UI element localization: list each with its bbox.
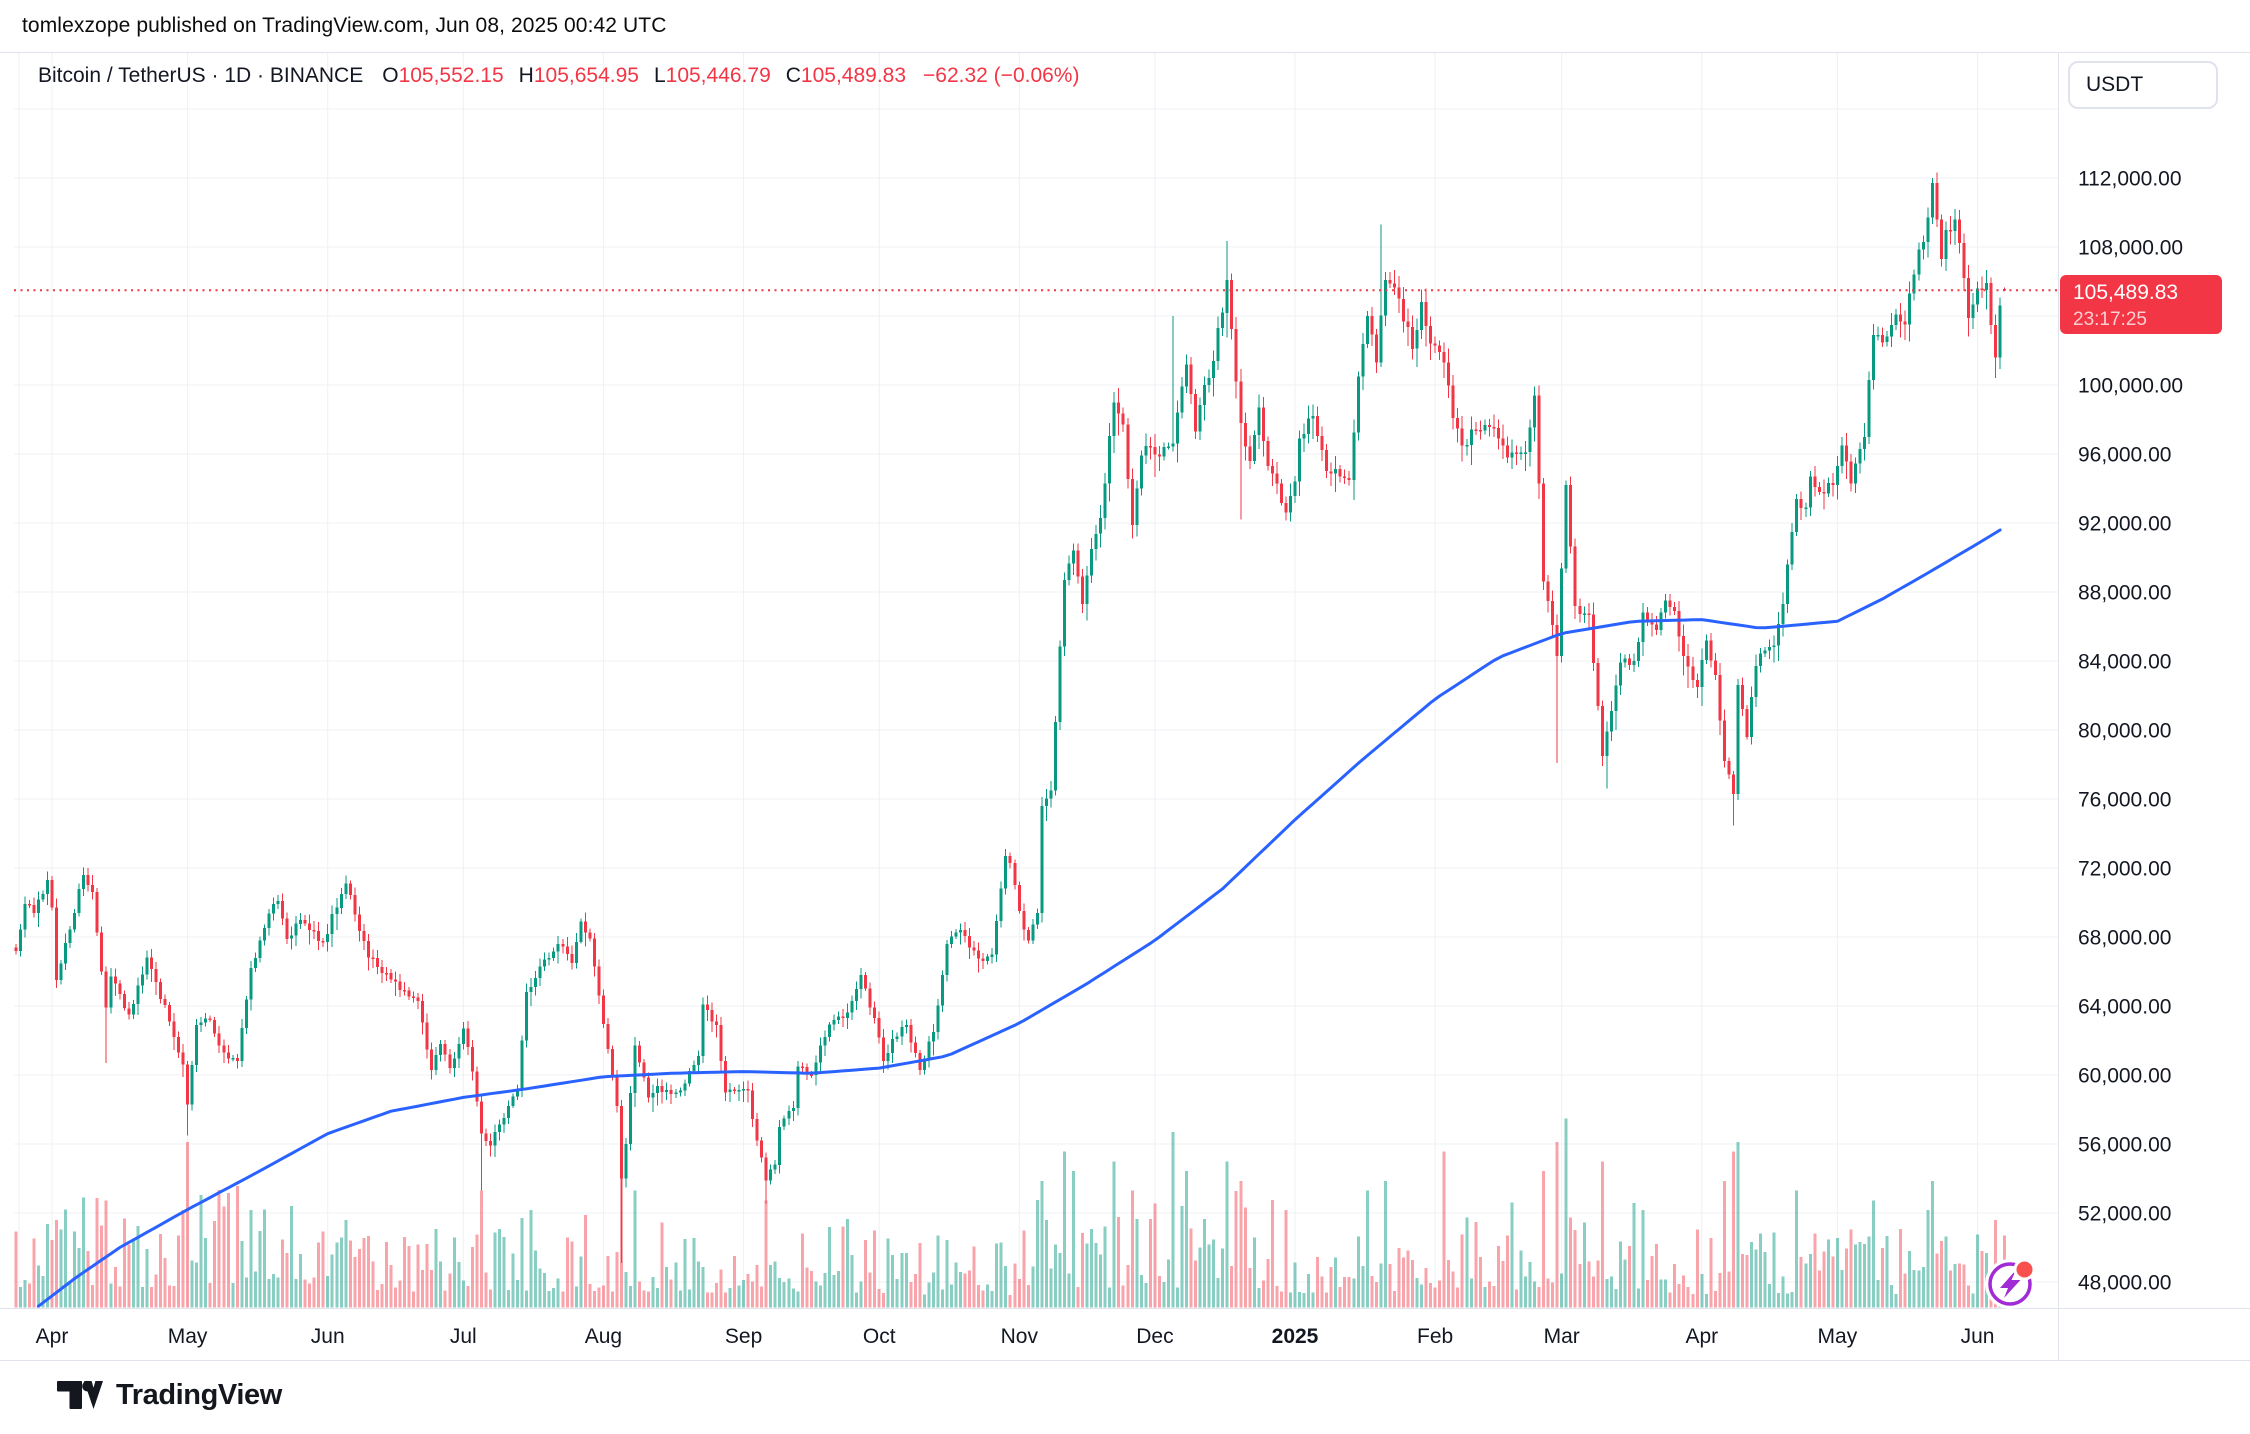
month-label: May bbox=[168, 1325, 208, 1348]
tradingview-logo-icon bbox=[57, 1380, 103, 1409]
price-tick-label: 76,000.00 bbox=[2078, 789, 2171, 812]
change-value: −62.32 (−0.06%) bbox=[923, 64, 1080, 87]
price-tick-label: 48,000.00 bbox=[2078, 1272, 2171, 1295]
price-tick-label: 72,000.00 bbox=[2078, 858, 2171, 881]
candlestick-series bbox=[14, 172, 2007, 1263]
last-price-badge: 105,489.83 23:17:25 bbox=[2060, 275, 2222, 334]
close-label: C bbox=[785, 64, 801, 87]
month-label: Feb bbox=[1417, 1325, 1453, 1348]
month-label: Nov bbox=[1001, 1325, 1039, 1348]
low-value: 105,446.79 bbox=[665, 64, 771, 87]
month-label: Jun bbox=[1961, 1325, 1995, 1348]
price-tick-label: 80,000.00 bbox=[2078, 720, 2171, 743]
moving-average-line bbox=[36, 528, 2002, 1308]
month-label: Apr bbox=[1685, 1325, 1718, 1348]
high-label: H bbox=[518, 64, 534, 87]
close-value: 105,489.83 bbox=[800, 64, 907, 87]
open-value: 105,552.15 bbox=[398, 64, 504, 87]
time-axis[interactable]: Apr May Jun Jul Aug Sep Oct Nov Dec 2025 Feb Mar Apr… bbox=[36, 1325, 1995, 1348]
high-value: 105,654.95 bbox=[533, 64, 639, 87]
symbol-title[interactable]: Bitcoin / TetherUS · 1D · BINANCE bbox=[38, 64, 364, 87]
month-label: Oct bbox=[863, 1325, 896, 1348]
month-label: 2025 bbox=[1272, 1325, 1319, 1348]
month-label: Jun bbox=[311, 1325, 345, 1348]
publisher-text: tomlexzope published on TradingView.com,… bbox=[22, 14, 667, 37]
tradingview-wordmark: TradingView bbox=[116, 1378, 282, 1411]
month-label: Jul bbox=[450, 1325, 477, 1348]
chart-legend: Bitcoin / TetherUS · 1D · BINANCE O 105,… bbox=[38, 64, 1079, 88]
price-tick-label: 112,000.00 bbox=[2078, 168, 2182, 191]
price-tick-label: 56,000.00 bbox=[2078, 1134, 2171, 1157]
lightning-boost-icon[interactable] bbox=[1985, 1258, 2036, 1309]
price-tick-label: 68,000.00 bbox=[2078, 927, 2171, 950]
volume-histogram bbox=[14, 1118, 2007, 1308]
currency-toggle-button[interactable]: USDT bbox=[2068, 61, 2218, 109]
notification-dot bbox=[2013, 1258, 2036, 1281]
month-label: Sep bbox=[725, 1325, 762, 1348]
month-label: Dec bbox=[1136, 1325, 1173, 1348]
low-label: L bbox=[653, 64, 666, 87]
publisher-bar: tomlexzope published on TradingView.com,… bbox=[22, 0, 666, 52]
price-tick-label: 108,000.00 bbox=[2078, 237, 2183, 260]
tradingview-brand[interactable]: TradingView bbox=[57, 1377, 282, 1413]
last-price-value: 105,489.83 bbox=[2073, 281, 2179, 304]
price-axis[interactable]: 112,000.00 108,000.00 100,000.00 96,000.00 9… bbox=[2078, 168, 2183, 1295]
price-tick-label: 60,000.00 bbox=[2078, 1065, 2171, 1088]
month-label: May bbox=[1818, 1325, 1858, 1348]
month-label: Apr bbox=[36, 1325, 69, 1348]
price-tick-label: 84,000.00 bbox=[2078, 651, 2171, 674]
candle-countdown: 23:17:25 bbox=[2073, 308, 2147, 330]
currency-label: USDT bbox=[2086, 73, 2144, 96]
price-tick-label: 100,000.00 bbox=[2078, 375, 2183, 398]
price-tick-label: 96,000.00 bbox=[2078, 444, 2171, 467]
price-tick-label: 88,000.00 bbox=[2078, 582, 2171, 605]
price-tick-label: 64,000.00 bbox=[2078, 996, 2171, 1019]
month-label: Mar bbox=[1544, 1325, 1580, 1348]
grid-lines bbox=[14, 52, 2059, 1309]
month-label: Aug bbox=[585, 1325, 622, 1348]
pane-borders bbox=[0, 52, 2250, 1361]
lightning-bolt-glyph bbox=[2000, 1270, 2021, 1298]
price-tick-label: 92,000.00 bbox=[2078, 513, 2171, 536]
price-tick-label: 52,000.00 bbox=[2078, 1203, 2171, 1226]
open-label: O bbox=[382, 64, 399, 87]
